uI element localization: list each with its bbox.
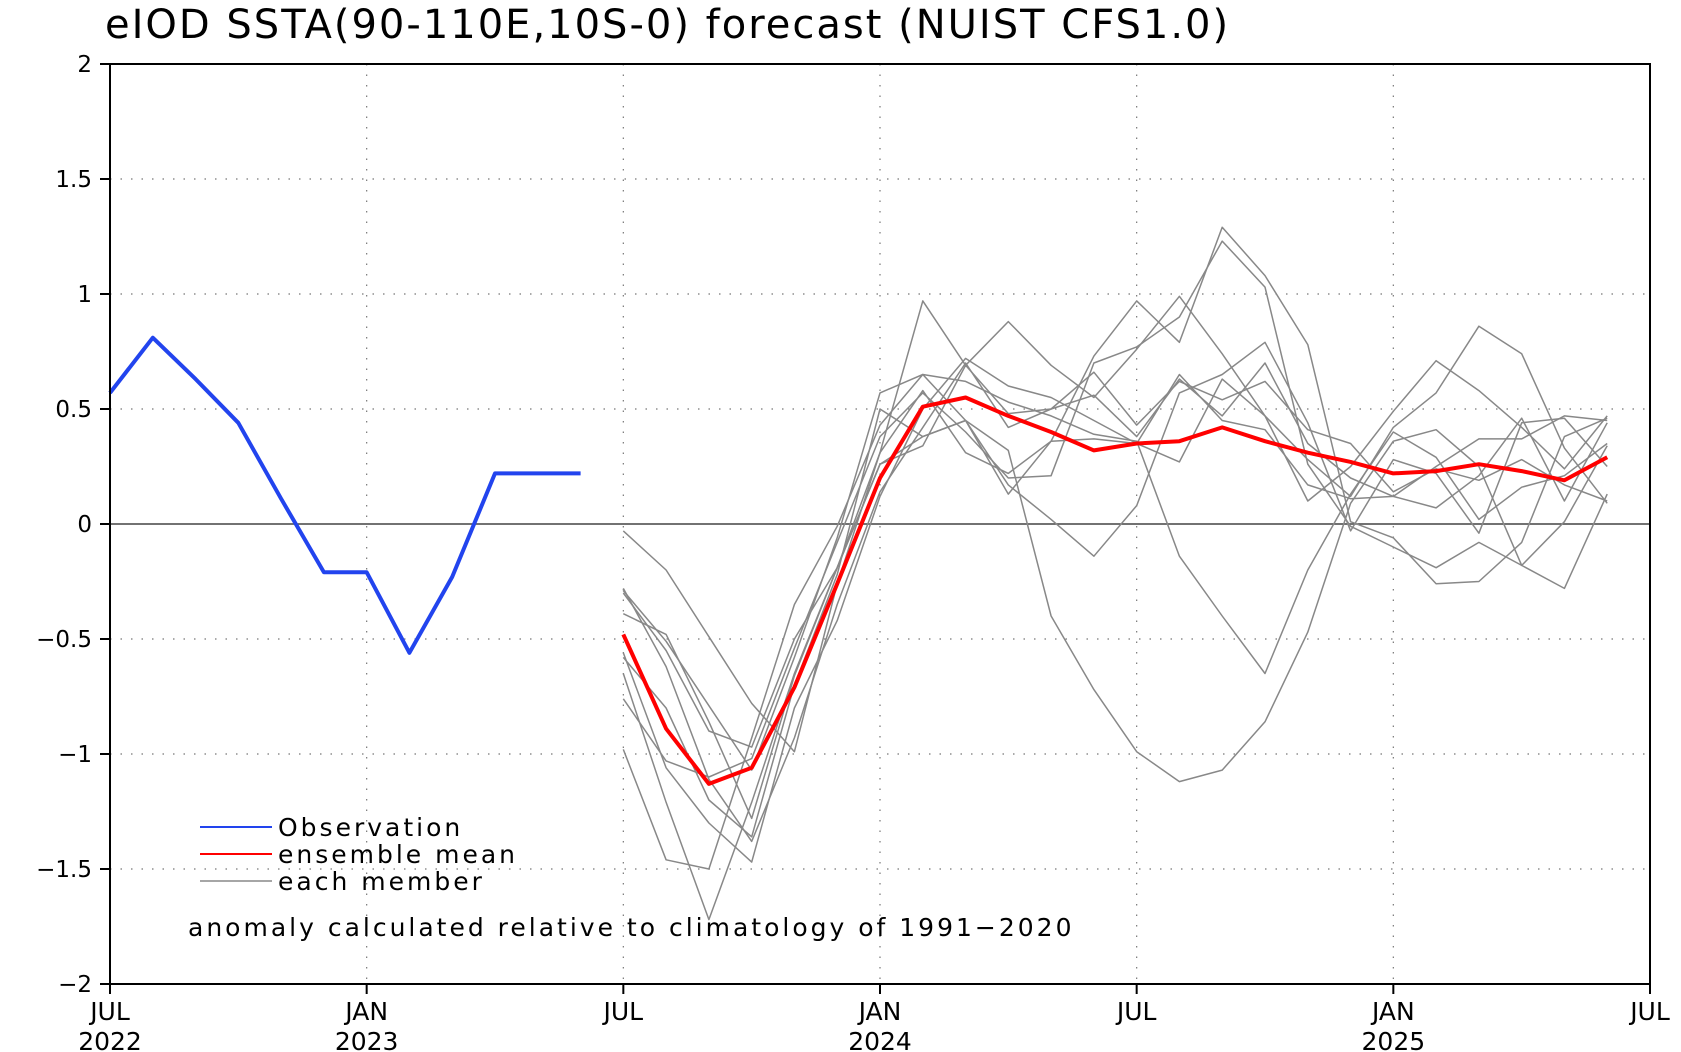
x-tick-label: JUL: [602, 997, 644, 1026]
member-line-5: [622, 373, 1608, 870]
member-line-4: [622, 226, 1608, 921]
y-tick-label: −1: [58, 742, 92, 768]
series-line-observation: [108, 335, 581, 655]
member-line-6: [622, 341, 1608, 771]
x-tick-year-label: 2022: [78, 1027, 142, 1052]
member-line-3: [622, 325, 1608, 863]
x-tick-year-label: 2024: [848, 1027, 912, 1052]
series-lines: [108, 335, 1609, 786]
x-tick-label: JUL: [1628, 997, 1670, 1026]
x-tick-label: JAN: [343, 997, 388, 1026]
chart-title: eIOD SSTA(90-110E,10S-0) forecast (NUIST…: [105, 2, 1230, 48]
member-line-7: [622, 240, 1608, 778]
legend: Observation ensemble mean each member: [200, 813, 518, 896]
x-tick-label: JUL: [88, 997, 130, 1026]
member-line-2: [622, 362, 1608, 843]
x-tick-year-label: 2023: [335, 1027, 399, 1052]
legend-label-ensemble-mean: ensemble mean: [278, 840, 518, 869]
x-tick-label: JAN: [1370, 997, 1415, 1026]
x-tick-year-label: 2025: [1362, 1027, 1426, 1052]
y-tick-label: 1.5: [55, 167, 92, 193]
y-tick-label: −2: [58, 972, 92, 998]
y-tick-label: −0.5: [36, 627, 92, 653]
member-line-1: [622, 295, 1608, 753]
y-tick-label: 0: [77, 512, 92, 538]
legend-label-observation: Observation: [278, 813, 463, 842]
series-line-ensemble-mean: [621, 395, 1609, 786]
legend-label-each-member: each member: [278, 867, 485, 896]
x-tick-label: JUL: [1115, 997, 1157, 1026]
member-line-9: [622, 408, 1608, 838]
gridlines: [110, 64, 1650, 984]
y-tick-label: 2: [77, 52, 92, 78]
y-tick-label: 0.5: [55, 397, 92, 423]
y-tick-label: −1.5: [36, 857, 92, 883]
y-axis: 2 1.5 1 0.5 0 −0.5 −1 −1.5 −2: [36, 52, 110, 998]
y-tick-label: 1: [77, 282, 92, 308]
climatology-note: anomaly calculated relative to climatolo…: [188, 913, 1074, 942]
member-line-10: [622, 373, 1608, 748]
x-tick-label: JAN: [857, 997, 902, 1026]
